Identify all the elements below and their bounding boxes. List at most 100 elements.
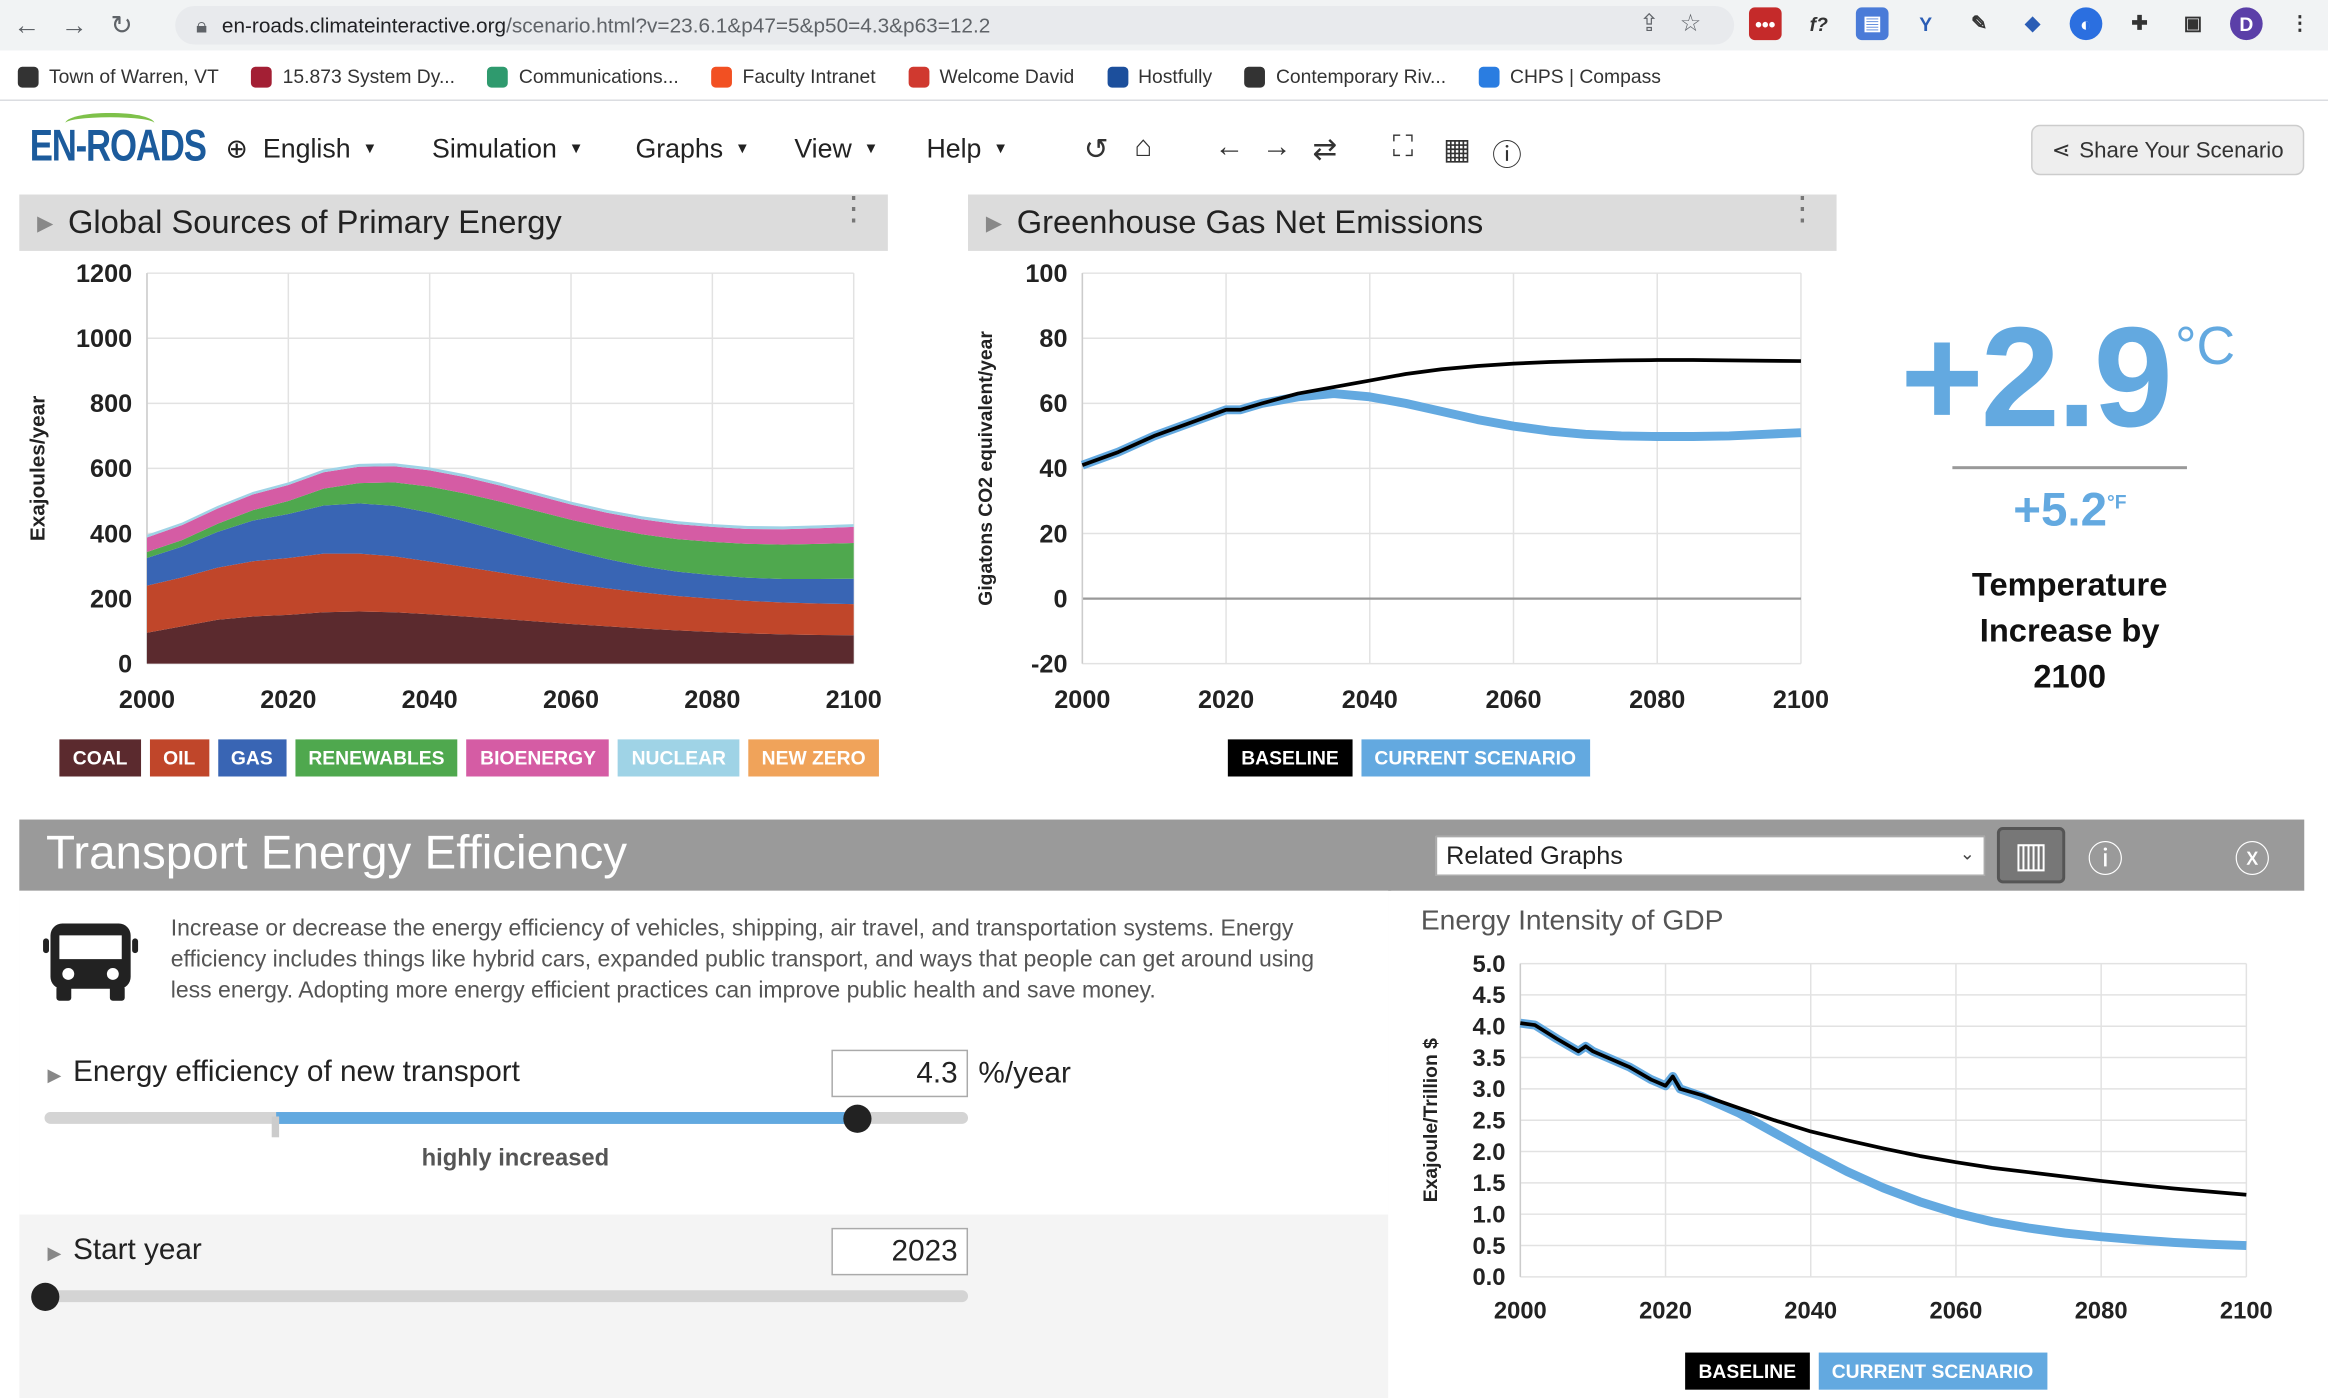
swap-icon[interactable]: ⇄ xyxy=(1312,133,1338,167)
area-oil xyxy=(146,553,854,636)
bookmark-item[interactable]: 15.873 System Dy... xyxy=(251,65,455,88)
y-tick-label: 80 xyxy=(1039,325,1067,353)
legend-item-oil[interactable]: OIL xyxy=(149,739,209,777)
legend-item-baseline[interactable]: BASELINE xyxy=(1227,739,1353,777)
legend-item-baseline[interactable]: BASELINE xyxy=(1685,1352,1810,1390)
slider1-fill xyxy=(276,1112,858,1124)
arrow-right-icon[interactable]: → xyxy=(1261,130,1292,164)
x-tick-label: 2060 xyxy=(1930,1297,1983,1324)
side-panel-icon[interactable]: ▣ xyxy=(2183,11,2203,35)
expand-triangle-icon[interactable]: ▶ xyxy=(37,210,54,234)
extension-pen-icon[interactable]: ✎ xyxy=(1971,11,1988,35)
slider2-track[interactable] xyxy=(44,1290,969,1303)
slider1-label[interactable]: ▶ Energy efficiency of new transport xyxy=(47,1055,520,1089)
menu-help[interactable]: Help ▼ xyxy=(926,133,1009,164)
bookmark-item[interactable]: CHPS | Compass xyxy=(1478,65,1661,88)
arrow-left-icon[interactable]: ← xyxy=(1214,130,1245,164)
bookmark-favicon xyxy=(908,66,930,87)
graph1-title-bar[interactable]: ▶ Global Sources of Primary Energy ⋮ xyxy=(19,190,888,251)
expand-triangle-icon[interactable]: ▶ xyxy=(985,210,1002,234)
slider1-sub-label: highly increased xyxy=(421,1146,610,1172)
extension-docs-icon[interactable]: ▤ xyxy=(1855,7,1889,41)
area-renewables xyxy=(146,482,854,580)
bookmark-item[interactable]: Faculty Intranet xyxy=(711,65,876,88)
slider1-value-input[interactable]: 4.3 xyxy=(831,1049,969,1098)
slider2-value-input[interactable]: 2023 xyxy=(831,1227,969,1276)
extension-v-icon[interactable]: Y xyxy=(1919,12,1933,35)
back-icon[interactable]: ← xyxy=(13,9,41,40)
x-tick-label: 2060 xyxy=(1485,686,1541,714)
bookmark-item[interactable]: Contemporary Riv... xyxy=(1244,65,1446,88)
caret-down-icon: ▼ xyxy=(362,141,378,158)
related-graphs-select[interactable]: Related Graphs ⌄ xyxy=(1435,835,1986,876)
y-tick-label: 0 xyxy=(1053,585,1067,613)
slider1-baseline-tick xyxy=(271,1116,280,1138)
extension-blue-icon[interactable]: ◆ xyxy=(2025,11,2040,35)
share-page-icon[interactable]: ⇪ xyxy=(1639,11,1660,38)
legend-item-current-scenario[interactable]: CURRENT SCENARIO xyxy=(1361,739,1590,777)
bookmark-item[interactable]: Communications... xyxy=(487,65,679,88)
bookmark-favicon xyxy=(251,66,273,87)
slider1-unit: %/year xyxy=(978,1057,1071,1090)
y-tick-label: 400 xyxy=(90,520,132,548)
menu-view[interactable]: View ▼ xyxy=(794,133,879,164)
legend-item-nuclear[interactable]: NUCLEAR xyxy=(618,739,740,777)
bookmark-item[interactable]: Town of Warren, VT xyxy=(17,65,219,88)
y-tick-label: 2.0 xyxy=(1472,1139,1505,1166)
legend-item-renewables[interactable]: RENEWABLES xyxy=(294,739,458,777)
undo-icon[interactable]: ↺ xyxy=(1083,133,1109,167)
x-tick-label: 2040 xyxy=(1784,1297,1837,1324)
graph2-title-bar[interactable]: ▶ Greenhouse Gas Net Emissions ⋮ xyxy=(968,190,1837,251)
home-icon[interactable]: ⌂ xyxy=(1134,130,1153,164)
close-button[interactable]: ⓧ xyxy=(2218,827,2286,883)
y-tick-label: 5.0 xyxy=(1472,951,1505,978)
graph2-menu-icon[interactable]: ⋮ xyxy=(1786,190,1819,228)
graph1-menu-icon[interactable]: ⋮ xyxy=(837,190,871,228)
y-tick-label: 3.5 xyxy=(1472,1045,1505,1072)
slider1-thumb[interactable] xyxy=(843,1104,872,1133)
extension-lastpass-icon[interactable]: ••• xyxy=(1748,7,1782,41)
slider2-label[interactable]: ▶ Start year xyxy=(47,1233,202,1267)
app-logo[interactable]: EN-ROADS xyxy=(29,121,207,171)
expand-triangle-icon[interactable]: ▶ xyxy=(47,1242,62,1264)
legend-item-bioenergy[interactable]: BIOENERGY xyxy=(466,739,610,777)
legend-item-current-scenario[interactable]: CURRENT SCENARIO xyxy=(1818,1352,2047,1390)
fullscreen-icon[interactable]: ⛶ xyxy=(1392,130,1414,164)
profile-avatar[interactable]: D xyxy=(2230,7,2263,41)
y-tick-label: 1200 xyxy=(76,260,132,288)
share-scenario-button[interactable]: ⋖ Share Your Scenario xyxy=(2031,124,2305,176)
slider2-thumb[interactable] xyxy=(30,1282,59,1311)
menu-simulation[interactable]: Simulation ▼ xyxy=(432,133,584,164)
bookmark-star-icon[interactable]: ☆ xyxy=(1679,11,1702,38)
legend-item-coal[interactable]: COAL xyxy=(59,739,141,777)
menu-language[interactable]: ⊕ English ▼ xyxy=(225,133,378,164)
extension-circle-icon[interactable]: ◐ xyxy=(2069,7,2103,41)
extensions-puzzle-icon[interactable]: ✚ xyxy=(2131,11,2148,35)
series-line-baseline xyxy=(1081,358,1801,467)
bookmark-favicon xyxy=(711,66,733,87)
reload-icon[interactable]: ↻ xyxy=(110,9,133,40)
y-axis-label: Exajoules/year xyxy=(27,396,50,541)
legend-item-gas[interactable]: GAS xyxy=(217,739,287,777)
table-icon[interactable]: ▦ xyxy=(1443,133,1472,167)
y-axis-label: Exajoule/Trillion $ xyxy=(1421,1038,1442,1202)
extension-formula-icon[interactable]: f? xyxy=(1809,12,1828,35)
lock-icon: 🔒︎ xyxy=(195,12,208,37)
x-tick-label: 2080 xyxy=(2075,1297,2128,1324)
bookmark-item[interactable]: Hostfully xyxy=(1106,65,1212,88)
area-bioenergy xyxy=(146,466,854,553)
related-graph-panel xyxy=(1391,890,2305,1398)
bookmark-favicon xyxy=(1244,66,1266,87)
bar-chart-button[interactable]: ▥ xyxy=(1996,826,2066,884)
bookmark-item[interactable]: Welcome David xyxy=(908,65,1074,88)
caret-down-icon: ▼ xyxy=(734,141,750,158)
info-icon[interactable]: ⓘ xyxy=(1492,139,1522,173)
forward-icon[interactable]: → xyxy=(60,9,88,40)
legend-item-new-zero[interactable]: NEW ZERO xyxy=(748,739,880,777)
address-bar[interactable]: 🔒︎ en-roads.climateinteractive.org/scena… xyxy=(175,5,1735,45)
browser-menu-icon[interactable]: ⋮ xyxy=(2290,11,2310,35)
expand-triangle-icon[interactable]: ▶ xyxy=(47,1064,62,1086)
menu-graphs[interactable]: Graphs ▼ xyxy=(635,133,750,164)
celsius-unit: °C xyxy=(2175,314,2236,376)
info-button[interactable]: ⓘ xyxy=(2071,827,2139,883)
